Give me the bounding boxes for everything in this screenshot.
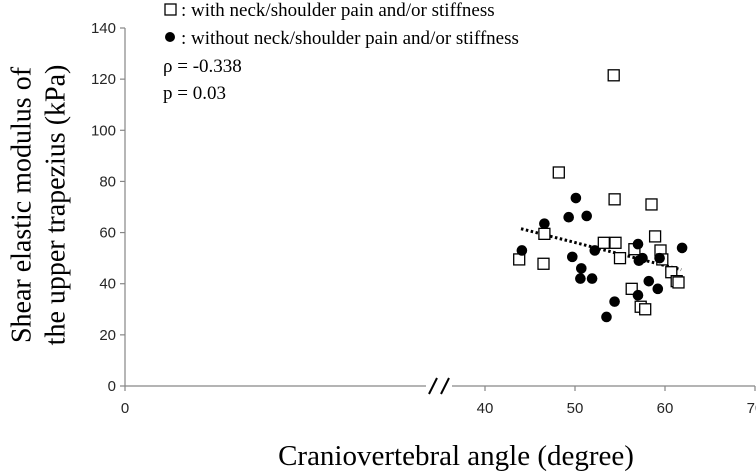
y-tick-label: 20 [99,327,116,344]
legend-label-without-pain: : without neck/shoulder pain and/or stif… [181,28,519,49]
data-point-without-pain [586,273,598,284]
axis-break-gap [426,377,452,395]
y-tick-label: 40 [99,276,116,293]
data-point-with-pain [552,166,565,179]
data-point-with-pain [608,193,621,206]
y-tick-label: 140 [91,20,116,37]
data-point-with-pain [625,282,638,295]
y-tick-label: 120 [91,71,116,88]
data-point-without-pain [643,275,655,287]
data-point-without-pain [637,252,648,264]
x-tick-label: 40 [477,400,494,417]
legend-label-with-pain: : with neck/shoulder pain and/or stiffne… [181,0,495,21]
y-tick-label: 100 [91,122,116,139]
legend-marker-without-pain [165,32,175,42]
data-point-without-pain [609,296,620,307]
annotation-p: p = 0.03 [163,83,226,104]
data-point-without-pain [581,210,592,222]
axis-break-slash [440,377,450,395]
data-point-without-pain [567,251,578,263]
x-axis-title: Craniovertebral angle (degree) [278,440,634,472]
y-tick-label: 0 [108,378,116,395]
x-ticks-group: 0 40 50 60 70 [121,386,756,417]
data-point-without-pain [589,245,601,256]
x-axis-break-marker [426,377,452,395]
data-point-without-pain [652,283,664,295]
data-point-with-pain [607,69,620,82]
x-tick-label: 60 [657,400,674,417]
data-point-with-pain [648,230,662,243]
data-point-without-pain [576,263,587,274]
data-point-without-pain [570,192,582,204]
legend: : with neck/shoulder pain and/or stiffne… [164,0,519,49]
data-point-with-pain [613,251,627,265]
y-ticks-group: 0 20 40 60 80 100 120 140 [91,20,125,395]
data-point-without-pain [539,218,550,229]
y-tick-label: 80 [99,173,116,190]
data-point-without-pain [632,238,644,250]
legend-marker-with-pain [164,3,177,16]
x-tick-label: 70 [747,400,756,417]
data-point-with-pain [672,276,685,289]
data-point-without-pain [676,242,688,254]
data-point-with-pain [645,198,658,211]
y-axis-title-line-2: the upper trapezius (kPa) [40,65,71,346]
data-points-group [513,69,688,323]
data-point-without-pain [563,211,574,223]
data-point-with-pain [639,303,652,316]
axis-break-slash [428,377,438,395]
data-point-with-pain [538,227,551,241]
y-axis-title: Shear elastic modulus of the upper trape… [6,65,71,346]
data-point-without-pain [575,273,586,284]
axes-group: 0 40 50 60 70 0 20 40 60 80 100 120 140 [91,20,756,417]
data-point-without-pain [516,245,528,256]
x-tick-label: 0 [121,400,129,417]
annotation-rho: ρ = -0.338 [163,56,242,77]
x-tick-label: 50 [567,400,584,417]
y-axis-title-line-1: Shear elastic modulus of [6,66,37,343]
data-point-with-pain [597,236,610,249]
data-point-without-pain [632,289,644,301]
data-point-with-pain [537,257,550,270]
y-tick-label: 60 [99,225,116,242]
data-point-without-pain [654,252,665,264]
data-point-with-pain [609,236,622,249]
data-point-without-pain [601,311,612,323]
